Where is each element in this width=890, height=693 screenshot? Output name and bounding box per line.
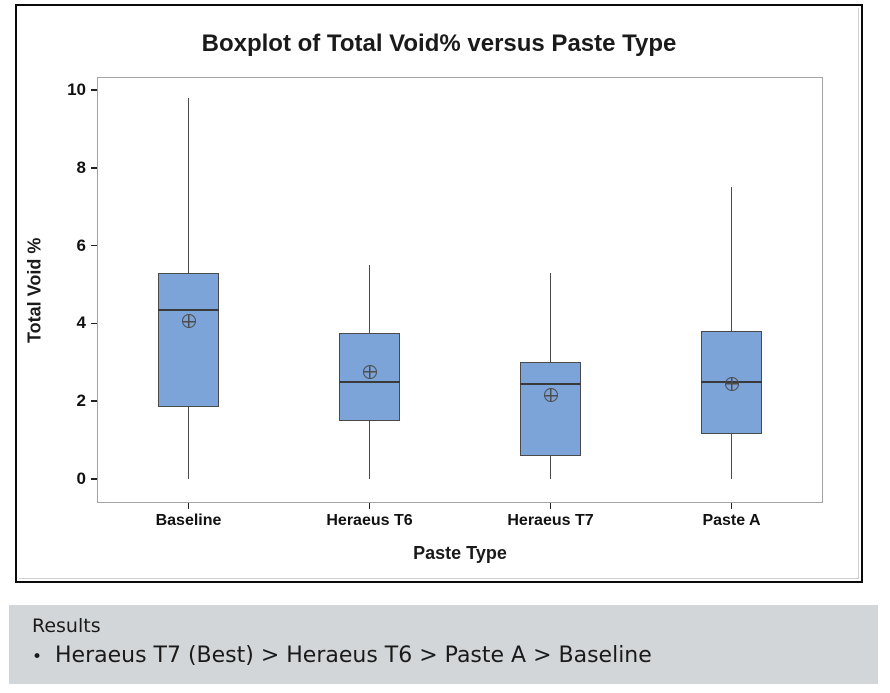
median-line <box>520 382 581 385</box>
x-axis-tick <box>187 503 190 509</box>
mean-marker-icon <box>724 376 739 391</box>
y-axis-tick <box>91 478 97 480</box>
results-panel: Results • Heraeus T7 (Best) > Heraeus T6… <box>9 605 878 684</box>
results-bullet-text: Heraeus T7 (Best) > Heraeus T6 > Paste A… <box>55 642 652 668</box>
y-axis-tick <box>91 167 97 169</box>
y-axis-title: Total Void % <box>24 237 45 343</box>
x-axis-tick <box>730 503 733 509</box>
y-axis-tick-label: 4 <box>76 313 86 333</box>
x-axis-tick-label: Heraeus T6 <box>326 512 413 529</box>
median-line <box>158 308 219 311</box>
y-axis-tick-label: 2 <box>76 391 86 411</box>
boxplot-figure: Boxplot of Total Void% versus Paste Type… <box>15 4 863 583</box>
x-axis-tick-label: Baseline <box>155 512 222 529</box>
x-axis-tick <box>549 503 552 509</box>
median-line <box>339 380 400 383</box>
mean-marker-icon <box>543 388 558 403</box>
box-iqr <box>339 333 400 421</box>
y-axis-tick-label: 6 <box>76 235 86 255</box>
y-axis-tick <box>91 400 97 402</box>
x-axis-tick-label: Paste A <box>702 512 761 529</box>
y-axis-tick <box>91 322 97 325</box>
y-axis-tick <box>91 89 97 91</box>
y-axis-tick <box>91 244 97 247</box>
y-axis-tick-label: 0 <box>76 469 86 488</box>
results-bullet-item: • Heraeus T7 (Best) > Heraeus T6 > Paste… <box>32 643 878 669</box>
chart-title: Boxplot of Total Void% versus Paste Type <box>201 30 677 57</box>
x-axis-tick-label: Heraeus T7 <box>507 512 594 529</box>
mean-marker-icon <box>181 314 196 329</box>
y-axis-tick-label: 10 <box>67 80 86 99</box>
x-axis-tick <box>368 503 371 509</box>
results-heading: Results <box>32 615 101 637</box>
box-iqr <box>520 362 581 456</box>
plot-area: 0 2 4 6 8 10 Baseline Heraeus T6 Heraeus T7 Paste… <box>67 77 823 529</box>
y-axis-tick-label: 8 <box>76 157 86 177</box>
bullet-icon: • <box>32 646 43 667</box>
x-axis-title: Paste Type <box>413 543 507 563</box>
mean-marker-icon <box>362 365 377 380</box>
box-iqr <box>158 272 219 408</box>
